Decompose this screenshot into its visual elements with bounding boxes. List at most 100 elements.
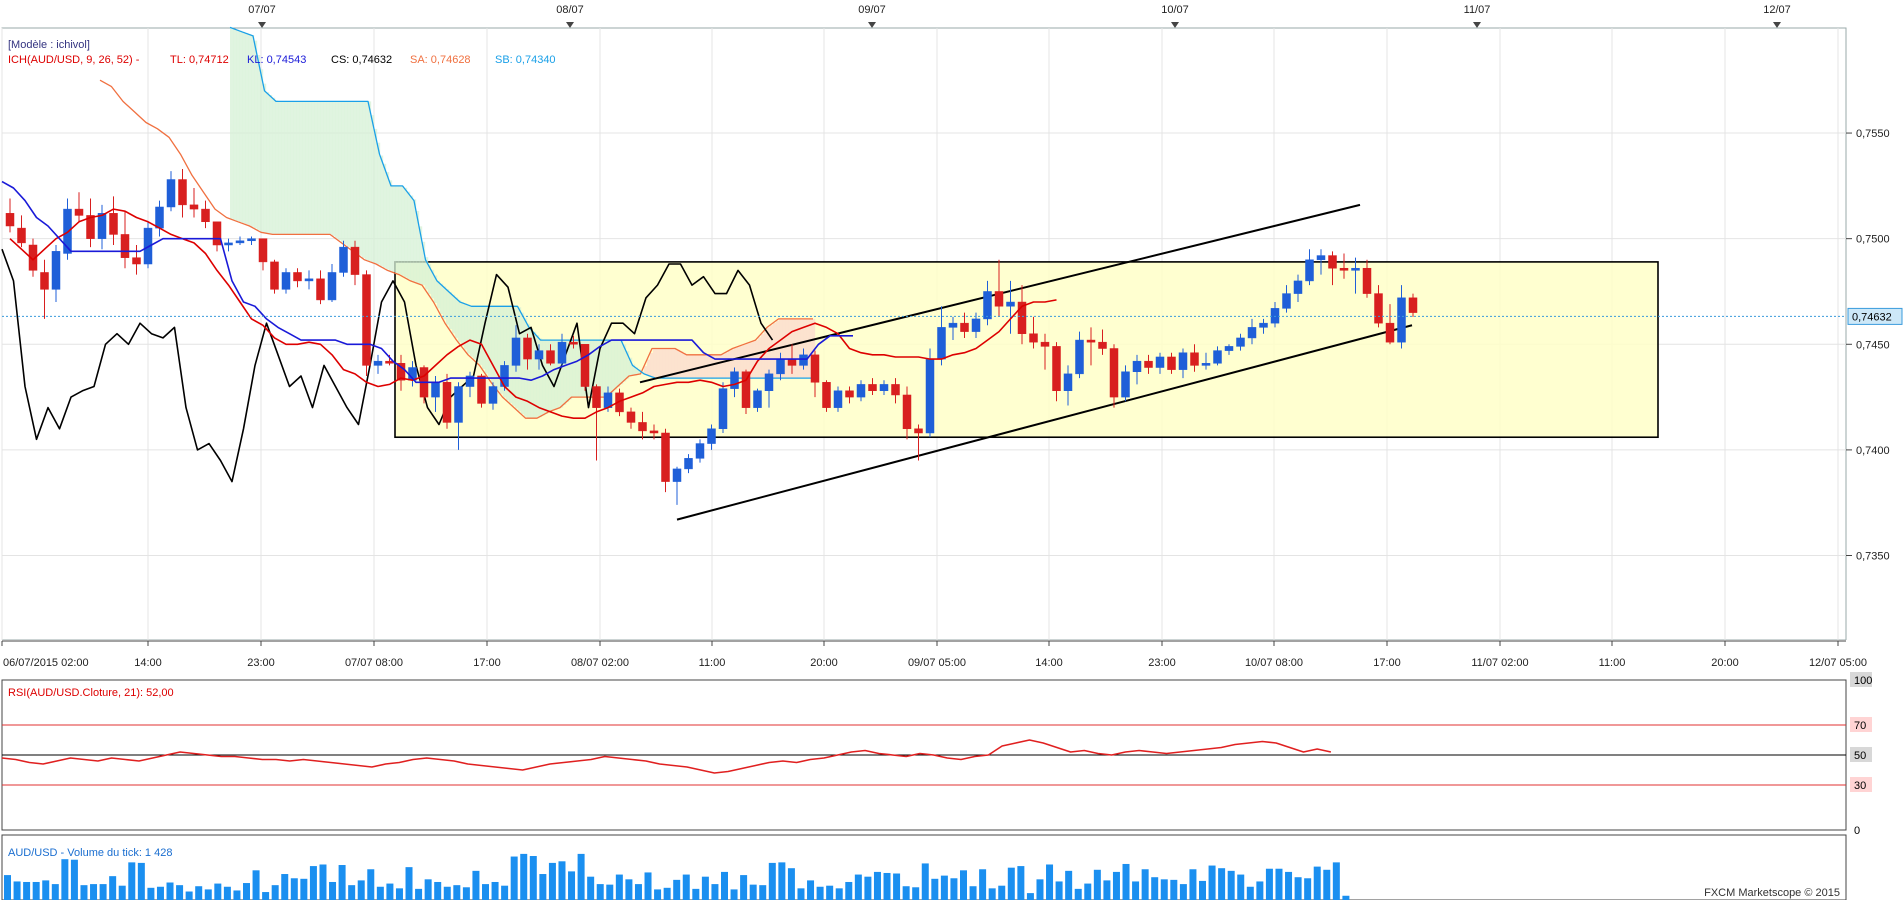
time-axis-label: 17:00 bbox=[473, 657, 501, 669]
top-date-label: 12/07 bbox=[1763, 4, 1791, 16]
candle-body bbox=[224, 242, 233, 246]
volume-bar bbox=[109, 876, 117, 900]
cloud-fill bbox=[242, 31, 246, 224]
cloud-fill bbox=[404, 187, 408, 278]
candle-body bbox=[1328, 255, 1337, 269]
candle-body bbox=[1109, 348, 1119, 398]
cloud-fill bbox=[488, 306, 492, 378]
time-axis-label: 09/07 05:00 bbox=[908, 657, 966, 669]
volume-bar bbox=[290, 878, 298, 900]
cloud-fill bbox=[527, 323, 531, 419]
cloud-fill bbox=[671, 348, 675, 379]
time-axis-label: 11:00 bbox=[1599, 657, 1626, 669]
volume-bar bbox=[329, 881, 337, 900]
volume-bar bbox=[147, 887, 155, 900]
volume-bar bbox=[1093, 869, 1101, 900]
volume-bar bbox=[453, 885, 461, 900]
cloud-fill bbox=[296, 101, 300, 235]
volume-bar bbox=[787, 868, 795, 900]
candle-body bbox=[1305, 259, 1314, 282]
candle-body bbox=[454, 386, 463, 423]
candle-body bbox=[51, 251, 61, 290]
cloud-fill bbox=[236, 29, 240, 222]
volume-bar bbox=[1065, 870, 1073, 900]
candle-body bbox=[281, 272, 291, 290]
volume-bar bbox=[568, 871, 576, 900]
volume-bar bbox=[501, 885, 509, 900]
volume-bar bbox=[281, 874, 289, 900]
rsi-line bbox=[1, 739, 1332, 774]
cloud-fill bbox=[656, 348, 660, 379]
volume-bar bbox=[1189, 869, 1197, 900]
cloud-fill bbox=[692, 354, 696, 379]
cloud-fill bbox=[770, 325, 774, 379]
top-date-label: 07/07 bbox=[248, 4, 276, 16]
volume-bar bbox=[309, 866, 317, 900]
cloud-fill bbox=[497, 306, 501, 391]
cloud-fill bbox=[359, 101, 363, 256]
volume-bar bbox=[931, 878, 939, 900]
volume-bar bbox=[520, 853, 528, 900]
volume-bar bbox=[176, 885, 184, 900]
rsi-level-label: 100 bbox=[1854, 675, 1872, 687]
cloud-fill bbox=[473, 306, 477, 360]
volume-bar bbox=[1084, 883, 1092, 900]
volume-bar bbox=[1026, 893, 1034, 900]
candle-body bbox=[1190, 352, 1199, 366]
cloud-fill bbox=[380, 155, 384, 267]
volume-bar bbox=[654, 889, 662, 900]
candle-body bbox=[1247, 327, 1257, 339]
candle-body bbox=[971, 318, 981, 332]
volume-bar bbox=[1170, 879, 1178, 900]
rsi-level-label: 70 bbox=[1854, 720, 1866, 732]
volume-bar bbox=[1151, 877, 1159, 900]
cloud-fill bbox=[281, 101, 285, 235]
rsi-level-tag bbox=[1850, 822, 1872, 837]
volume-bar bbox=[969, 886, 977, 900]
cloud-fill bbox=[314, 101, 318, 235]
rsi-level-label: 50 bbox=[1854, 750, 1866, 762]
candle-body bbox=[684, 458, 693, 470]
rsi-level-tag bbox=[1850, 747, 1872, 762]
candle-body bbox=[557, 341, 567, 364]
price-axis-label: 0,7550 bbox=[1856, 128, 1890, 140]
cloud-fill bbox=[509, 306, 513, 404]
candle-body bbox=[97, 213, 107, 239]
cloud-fill bbox=[539, 338, 543, 418]
price-axis-label: 0,7400 bbox=[1856, 445, 1890, 457]
candle-body bbox=[1397, 297, 1406, 343]
volume-bar bbox=[1304, 878, 1312, 900]
cloud-fill bbox=[251, 35, 255, 227]
cloud-fill bbox=[308, 101, 312, 235]
volume-bar bbox=[80, 885, 88, 900]
volume-bar bbox=[988, 888, 996, 900]
candle-body bbox=[638, 422, 647, 432]
candle-body bbox=[626, 411, 636, 423]
volume-bar bbox=[166, 882, 174, 900]
candle-body bbox=[1282, 293, 1291, 309]
cloud-fill bbox=[602, 340, 606, 398]
cloud-fill bbox=[485, 306, 489, 374]
cloud-fill bbox=[794, 318, 798, 379]
current-price-label: 0,74632 bbox=[1852, 311, 1892, 323]
cloud-fill bbox=[674, 348, 678, 379]
volume-bar bbox=[1160, 879, 1168, 900]
volume-bar bbox=[348, 885, 356, 900]
cloud-fill bbox=[338, 101, 342, 241]
cloud-fill bbox=[764, 330, 768, 379]
volume-bar bbox=[61, 859, 69, 900]
cloud-fill bbox=[560, 340, 564, 408]
candle-body bbox=[431, 382, 440, 398]
time-axis-label: 23:00 bbox=[247, 657, 275, 669]
candle-body bbox=[1144, 360, 1153, 368]
candle-body bbox=[40, 272, 49, 290]
candle-body bbox=[1351, 267, 1360, 271]
date-marker-icon bbox=[1473, 22, 1481, 28]
date-marker-icon bbox=[868, 22, 876, 28]
cloud-fill bbox=[632, 364, 636, 376]
cloud-fill bbox=[803, 318, 807, 379]
cloud-fill bbox=[266, 92, 270, 234]
cloud-fill bbox=[383, 163, 387, 268]
volume-bar bbox=[32, 881, 40, 900]
